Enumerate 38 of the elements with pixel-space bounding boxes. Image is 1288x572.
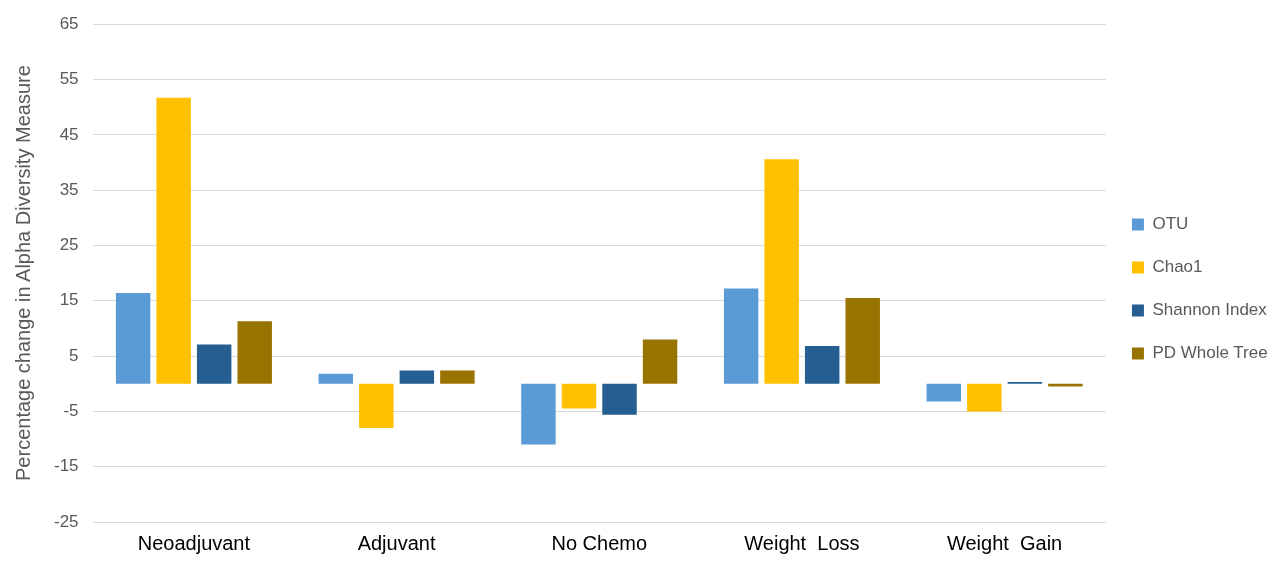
y-tick-label: 15 [59, 290, 79, 310]
x-tick-label: Adjuvant [357, 531, 436, 554]
bar [804, 346, 840, 384]
y-tick-label: 45 [59, 124, 79, 144]
bar [115, 293, 151, 384]
y-tick-label: 5 [69, 345, 79, 365]
x-tick-label: Weight Loss [744, 531, 860, 554]
y-tick-label: -25 [53, 511, 79, 531]
bar [926, 383, 962, 402]
legend-label: Shannon Index [1152, 300, 1268, 320]
x-tick-label: Neoadjuvant [137, 531, 251, 554]
legend-label: Chao1 [1152, 257, 1203, 277]
bar [237, 321, 272, 384]
legend-label: PD Whole Tree [1152, 343, 1268, 363]
y-axis-title: Percentage change in Alpha Diversity Measure [11, 65, 34, 481]
bar [196, 344, 232, 384]
bar [521, 383, 556, 445]
bar [602, 383, 637, 415]
y-tick-label: -5 [63, 401, 79, 421]
bar [561, 383, 597, 409]
bar [642, 339, 678, 384]
bar [967, 383, 1002, 412]
bar [440, 370, 475, 384]
x-tick-label: Weight Gain [946, 531, 1063, 554]
legend-label: OTU [1152, 214, 1189, 234]
bar [156, 97, 191, 384]
y-tick-label: 55 [59, 69, 79, 89]
bar [845, 297, 880, 384]
bar [399, 370, 435, 384]
bar [723, 288, 759, 384]
y-tick-label: 65 [59, 13, 79, 33]
y-tick-label: -15 [53, 456, 79, 476]
bar [318, 373, 353, 384]
y-tick-label: 35 [59, 179, 79, 199]
bar [764, 159, 799, 384]
y-tick-label: 25 [59, 235, 79, 255]
x-tick-label: No Chemo [551, 531, 648, 554]
bar [359, 383, 394, 428]
